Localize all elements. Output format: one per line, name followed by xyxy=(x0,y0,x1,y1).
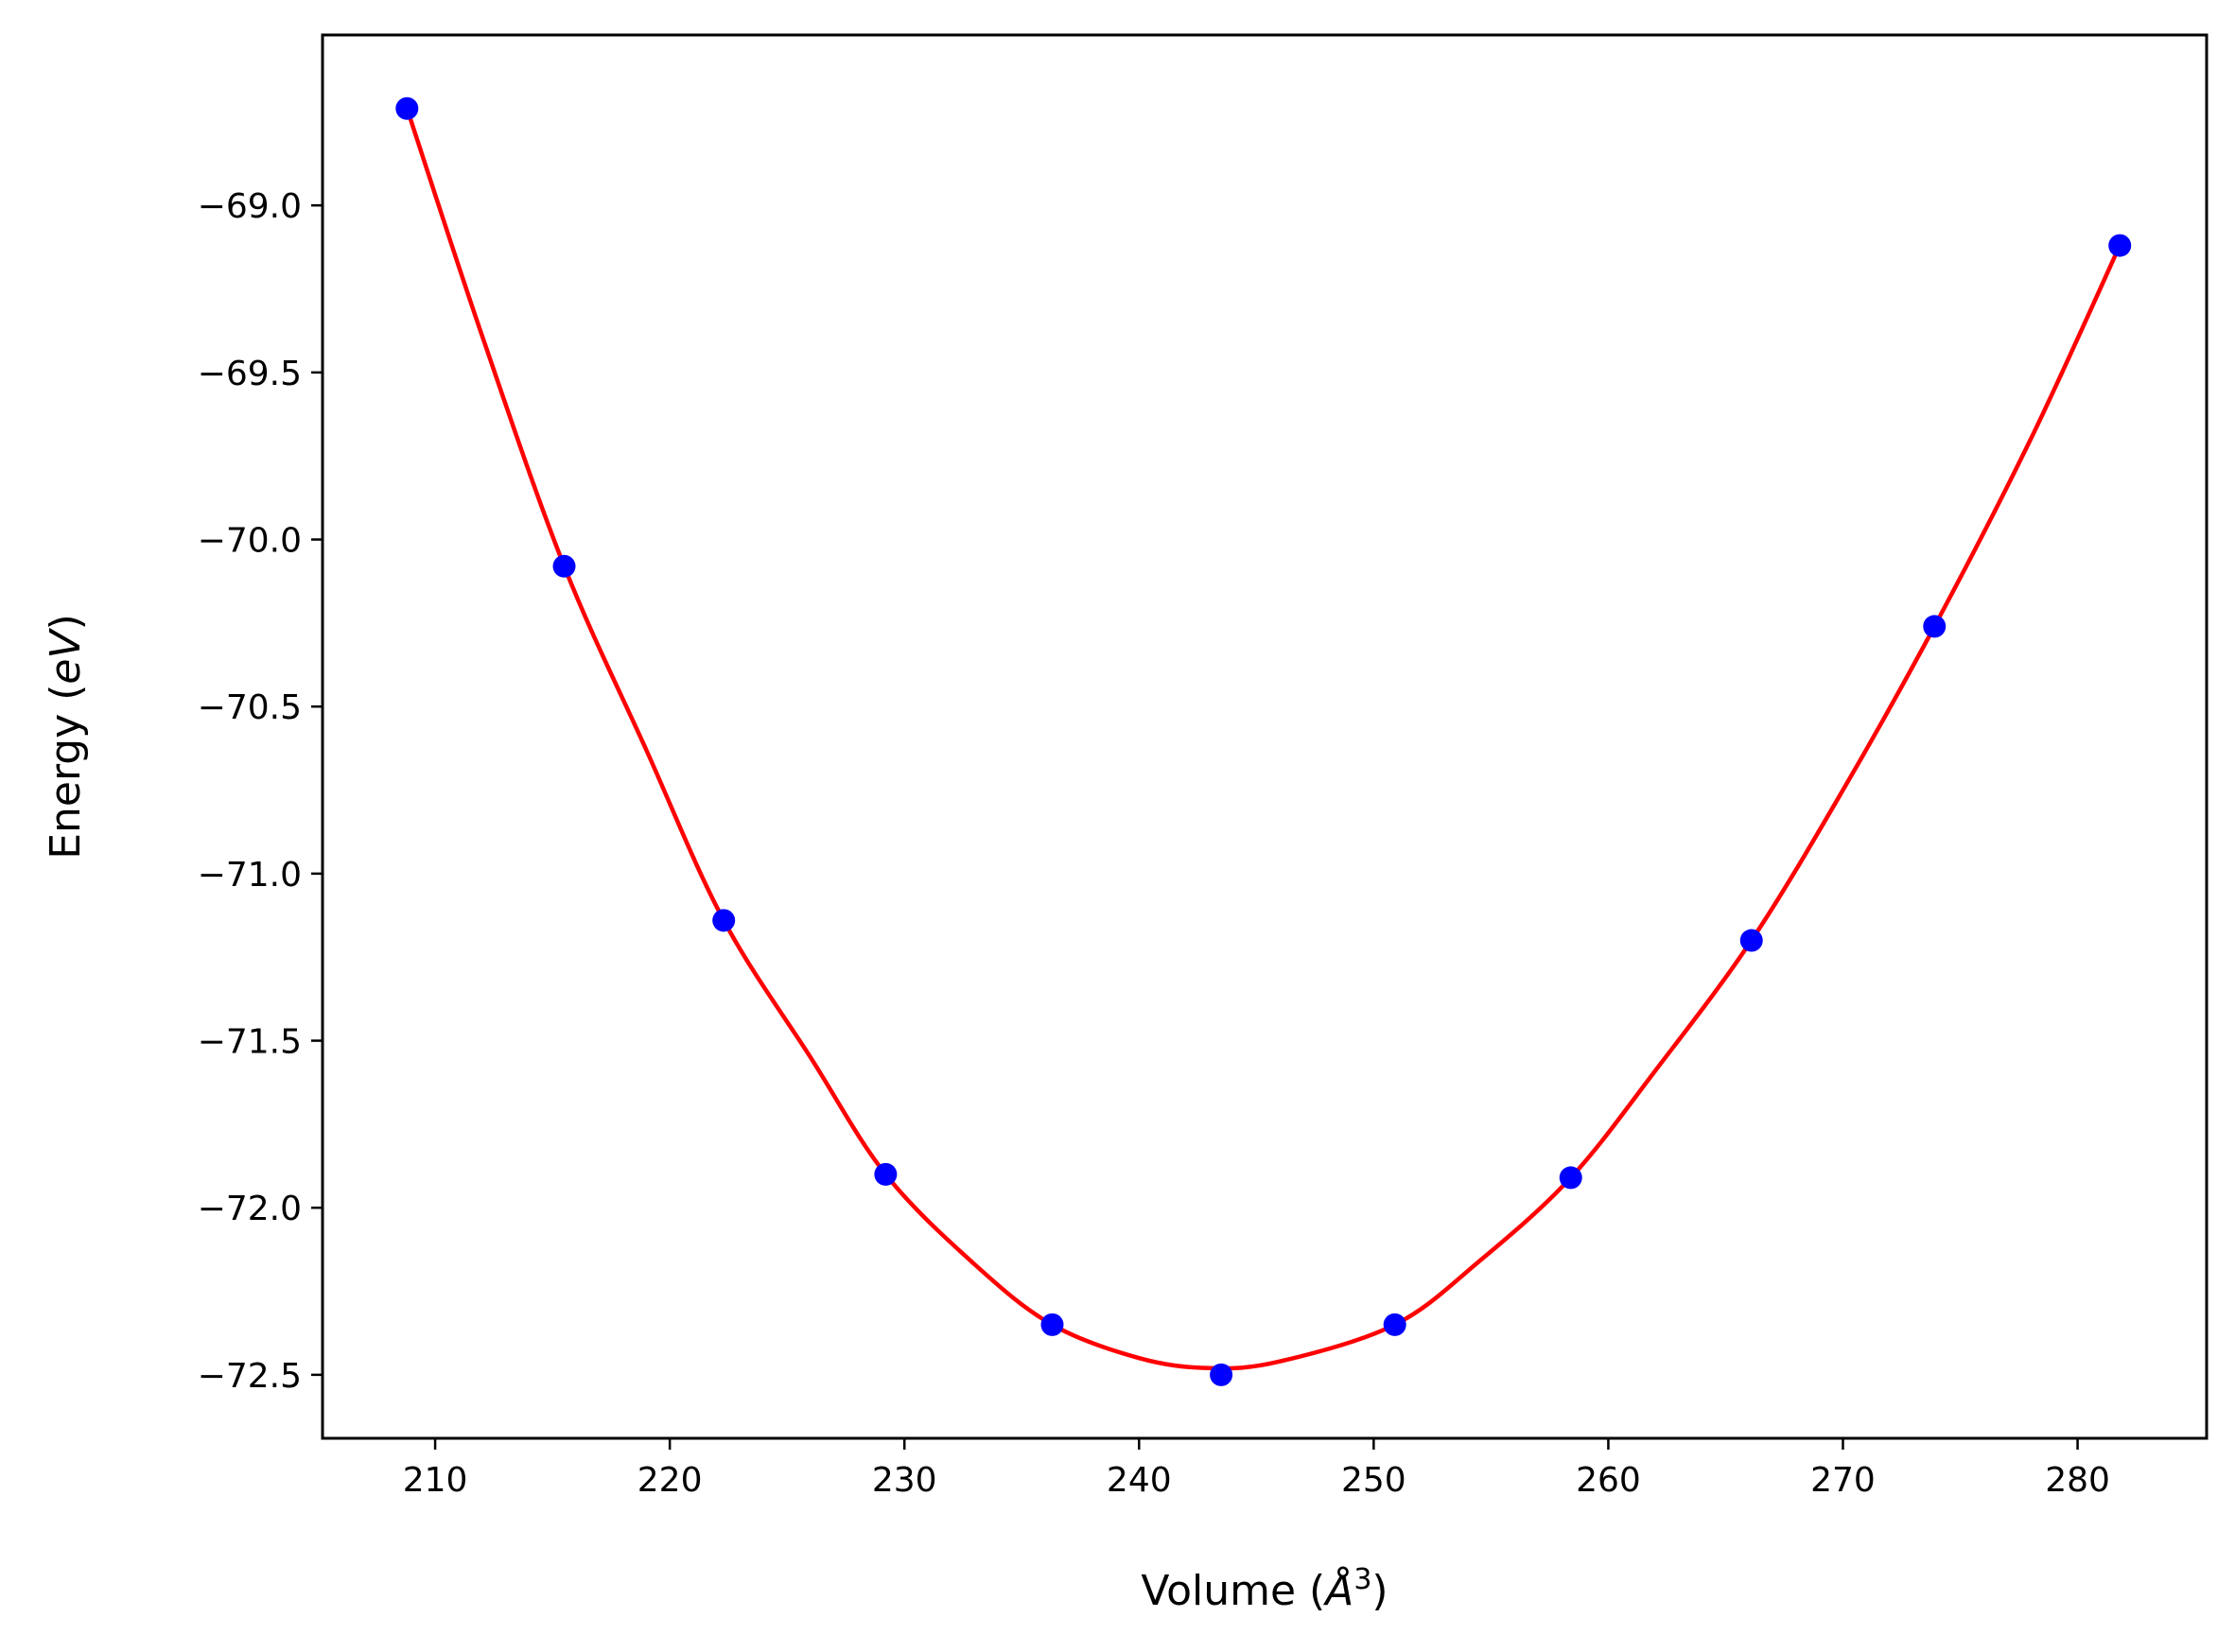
x-tick-label: 240 xyxy=(1107,1461,1172,1500)
x-tick-label: 260 xyxy=(1576,1461,1641,1500)
x-tick-label: 210 xyxy=(403,1461,468,1500)
x-axis-label: Volume (Å3) xyxy=(1141,1563,1388,1616)
data-points-layer xyxy=(395,96,2132,1386)
y-tick-label: −72.0 xyxy=(198,1190,302,1228)
data-point xyxy=(1559,1166,1582,1190)
y-tick-label: −69.5 xyxy=(198,355,302,393)
x-tick-label: 280 xyxy=(2045,1461,2110,1500)
data-point xyxy=(1923,615,1947,638)
y-tick-label: −70.5 xyxy=(198,688,302,727)
fit-curve-layer xyxy=(405,108,2122,1371)
fit-curve xyxy=(405,108,2122,1371)
data-point xyxy=(552,554,576,578)
y-tick-label: −70.0 xyxy=(198,522,302,561)
y-tick-label: −69.0 xyxy=(198,187,302,226)
data-point xyxy=(712,909,736,932)
data-point xyxy=(2108,234,2132,257)
y-axis: −69.0 −69.5 −70.0 −70.5 −71.0 −71.5 −72.0 −72.5 xyxy=(198,187,323,1396)
x-tick-label: 270 xyxy=(1810,1461,1876,1500)
y-tick-label: −72.5 xyxy=(198,1357,302,1396)
x-tick-label: 220 xyxy=(637,1461,703,1500)
x-axis: 210 220 230 240 250 260 270 280 xyxy=(403,1438,2110,1500)
plot-frame xyxy=(321,33,2209,1440)
x-tick-label: 230 xyxy=(872,1461,937,1500)
data-point xyxy=(1040,1313,1064,1336)
y-tick-label: −71.5 xyxy=(198,1023,302,1062)
y-axis-label: Energy (eV) xyxy=(42,614,90,860)
data-point xyxy=(874,1162,898,1186)
data-point xyxy=(1739,929,1763,952)
x-tick-label: 250 xyxy=(1341,1461,1406,1500)
data-point xyxy=(395,96,419,120)
data-point xyxy=(1210,1363,1233,1386)
y-tick-label: −71.0 xyxy=(198,856,302,895)
data-point xyxy=(1383,1313,1406,1336)
